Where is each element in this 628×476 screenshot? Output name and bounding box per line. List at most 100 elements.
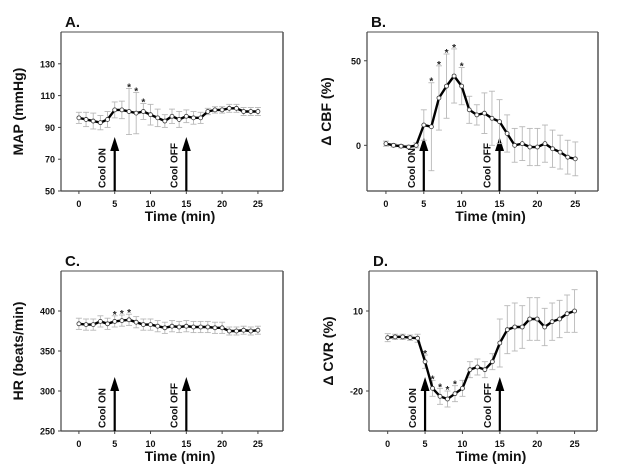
data-point	[444, 83, 449, 89]
cool-off-label: Cool OFF	[483, 143, 494, 188]
data-point	[549, 319, 555, 325]
x-tick-label: 15	[181, 199, 191, 209]
data-point	[527, 144, 533, 150]
x-axis-title: Time (min)	[145, 448, 216, 464]
data-point	[212, 107, 218, 113]
data-point	[226, 105, 232, 111]
data-point	[512, 324, 518, 330]
data-point	[119, 107, 125, 113]
data-point	[97, 120, 103, 126]
data-point	[83, 117, 89, 122]
data-point	[90, 322, 96, 328]
x-axis-title: Time (min)	[455, 208, 526, 224]
data-point	[467, 367, 473, 373]
x-tick-label: 20	[217, 199, 227, 209]
data-point	[205, 324, 211, 330]
x-tick-label: 15	[495, 439, 505, 449]
data-point	[572, 156, 578, 162]
x-tick-label: 25	[253, 439, 263, 449]
significance-star: *	[460, 62, 464, 73]
data-point	[148, 112, 153, 118]
data-point	[76, 321, 82, 327]
data-point	[105, 321, 110, 327]
data-point	[527, 316, 533, 322]
data-point	[557, 149, 563, 155]
data-point	[155, 115, 161, 121]
arrow-head	[420, 377, 430, 391]
data-point	[198, 115, 204, 121]
significance-star: *	[429, 77, 433, 88]
significance-star: *	[453, 380, 457, 391]
data-point	[241, 327, 247, 333]
data-point	[572, 308, 577, 314]
cool-off-label: Cool OFF	[169, 143, 180, 188]
data-point	[451, 73, 457, 79]
panel-label: B.	[371, 14, 386, 31]
x-tick-label: 5	[421, 199, 426, 209]
data-point	[497, 119, 502, 125]
data-point	[428, 124, 434, 130]
data-point	[133, 110, 139, 116]
x-tick-label: 15	[181, 439, 191, 449]
data-point	[436, 95, 442, 101]
cool-on-label: Cool ON	[407, 148, 418, 188]
y-axis-title: Δ CVR (%)	[320, 316, 336, 385]
data-point	[391, 142, 396, 148]
data-point	[445, 396, 450, 402]
y-tick-label: 50	[351, 56, 361, 66]
data-point	[550, 146, 555, 152]
data-point	[133, 319, 139, 325]
data-point	[162, 118, 168, 124]
x-tick-label: 25	[253, 199, 263, 209]
data-point	[512, 142, 518, 148]
data-point	[482, 367, 488, 373]
x-tick-label: 10	[146, 199, 156, 209]
data-point	[76, 115, 82, 121]
y-tick-label: -20	[350, 387, 363, 397]
arrow-head	[419, 137, 429, 151]
y-axis-title: HR (beats/min)	[10, 302, 26, 401]
data-point	[148, 322, 153, 328]
data-point	[176, 117, 182, 122]
data-point	[565, 154, 571, 160]
significance-star: *	[438, 382, 442, 393]
data-point	[421, 122, 427, 128]
data-point	[422, 359, 428, 365]
x-tick-label: 20	[532, 439, 542, 449]
data-point	[460, 385, 465, 391]
x-axis-title: Time (min)	[145, 208, 216, 224]
panel-b: B. 0 5 10 15 20 25 0 50 Time (min) Δ CBF (%) Cool O…	[318, 14, 599, 224]
data-point	[183, 113, 189, 119]
x-tick-label: 0	[383, 199, 388, 209]
x-axis-title: Time (min)	[456, 448, 527, 464]
data-point	[413, 142, 419, 148]
x-tick-label: 15	[495, 199, 505, 209]
data-point	[162, 325, 168, 331]
x-tick-label: 10	[457, 439, 467, 449]
data-point	[176, 324, 182, 330]
data-point	[400, 334, 406, 340]
cool-on-label: Cool ON	[98, 388, 109, 428]
data-point	[406, 144, 412, 150]
y-tick-label: 50	[45, 187, 55, 197]
data-point	[90, 118, 96, 124]
data-point	[219, 107, 225, 113]
significance-star: *	[127, 82, 131, 93]
data-point	[248, 328, 254, 334]
significance-star: *	[446, 385, 450, 396]
x-tick-label: 0	[76, 439, 81, 449]
data-point	[392, 334, 398, 340]
arrow-head	[495, 377, 505, 391]
data-point	[519, 324, 525, 330]
data-point	[219, 325, 225, 331]
data-point	[126, 109, 132, 114]
cool-off-label: Cool OFF	[169, 383, 180, 428]
data-point	[437, 393, 443, 399]
significance-star: *	[113, 310, 117, 321]
y-tick-label: 110	[40, 91, 55, 101]
data-point	[398, 143, 404, 149]
significance-star: *	[127, 308, 131, 319]
data-point	[241, 109, 247, 114]
data-point	[474, 364, 480, 370]
